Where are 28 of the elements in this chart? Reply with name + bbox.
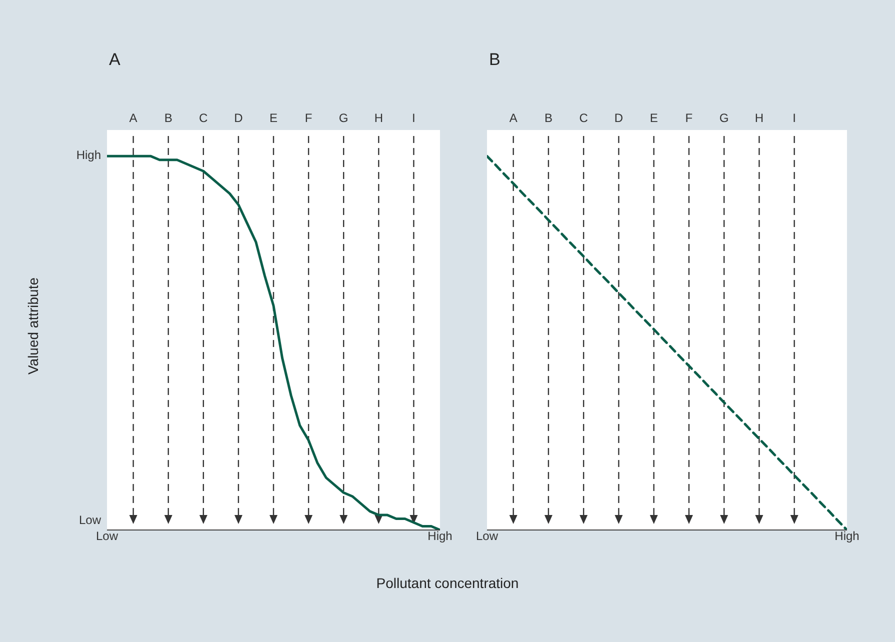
- x-tick-label: G: [719, 111, 729, 125]
- x-tick-label: E: [269, 111, 278, 125]
- x-tick-label: I: [792, 111, 796, 125]
- x-tick-label: H: [754, 111, 764, 125]
- x-tick-label: A: [509, 111, 518, 125]
- annotation: High: [428, 529, 452, 543]
- x-tick-label: A: [129, 111, 138, 125]
- text: High: [76, 148, 101, 162]
- annotation: High: [834, 529, 860, 543]
- x-tick-label: G: [338, 111, 348, 125]
- x-tick-label: D: [234, 111, 244, 125]
- x-axis-title: Pollutant concentration: [375, 575, 520, 591]
- annotation: Low: [96, 529, 118, 543]
- x-tick-label: C: [579, 111, 588, 125]
- annotation: Low: [476, 529, 498, 543]
- x-tick-label: F: [685, 111, 693, 125]
- x-tick-label: I: [412, 111, 416, 125]
- x-tick-label: B: [164, 111, 172, 125]
- x-tick-label: D: [614, 111, 624, 125]
- y-axis-title: Valued attribute: [25, 277, 41, 375]
- x-tick-label: H: [374, 111, 383, 125]
- x-tick-label: E: [650, 111, 658, 125]
- chart-title: B: [489, 50, 500, 70]
- x-tick-label: B: [544, 111, 552, 125]
- chart-title: A: [109, 50, 120, 70]
- x-tick-label: C: [199, 111, 208, 125]
- text: Low: [78, 513, 101, 527]
- x-tick-label: F: [304, 111, 312, 125]
